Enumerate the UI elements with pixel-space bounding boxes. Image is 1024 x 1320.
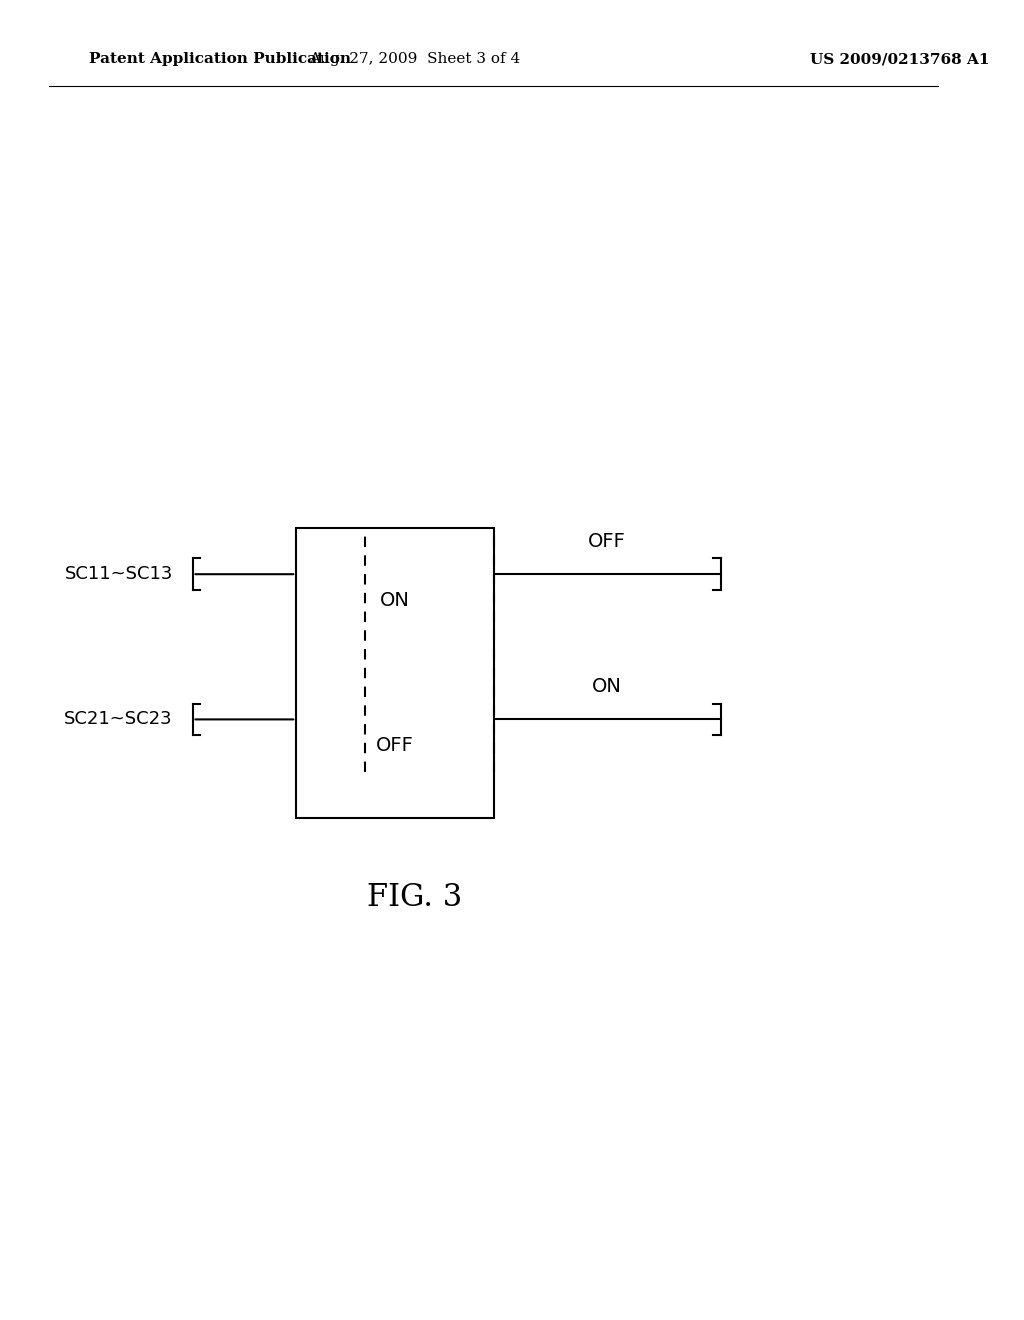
Text: OFF: OFF	[588, 532, 626, 550]
Text: OFF: OFF	[376, 737, 414, 755]
Text: SC11~SC13: SC11~SC13	[65, 565, 173, 583]
FancyBboxPatch shape	[296, 528, 494, 818]
Text: FIG. 3: FIG. 3	[367, 882, 462, 913]
Text: Aug. 27, 2009  Sheet 3 of 4: Aug. 27, 2009 Sheet 3 of 4	[309, 53, 520, 66]
Text: ON: ON	[592, 677, 623, 696]
Text: Patent Application Publication: Patent Application Publication	[89, 53, 351, 66]
Text: SC21~SC23: SC21~SC23	[65, 710, 173, 729]
Text: US 2009/0213768 A1: US 2009/0213768 A1	[810, 53, 989, 66]
Text: ON: ON	[380, 591, 410, 610]
